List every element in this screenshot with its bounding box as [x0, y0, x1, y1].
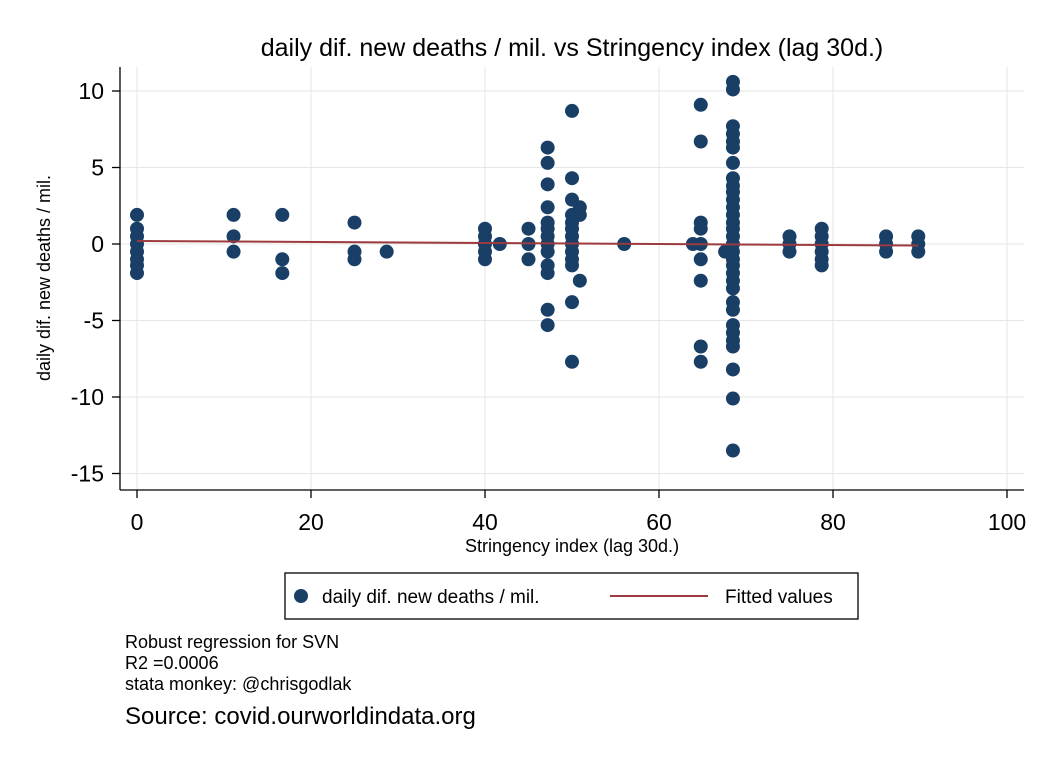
- y-axis-label: daily dif. new deaths / mil.: [34, 175, 54, 381]
- data-point: [693, 339, 708, 354]
- data-point: [879, 244, 894, 259]
- note-regression: Robust regression for SVN: [125, 632, 340, 652]
- data-point: [379, 244, 394, 259]
- data-point: [540, 200, 555, 215]
- x-tick-label: 20: [298, 509, 324, 535]
- data-point: [130, 266, 144, 281]
- legend-label-fitted: Fitted values: [725, 587, 833, 608]
- data-point: [540, 155, 555, 170]
- scatter-points: [130, 74, 926, 458]
- data-point: [521, 221, 536, 236]
- x-axis-label: Stringency index (lag 30d.): [465, 536, 679, 556]
- data-point: [725, 82, 740, 97]
- data-point: [725, 339, 740, 354]
- data-point: [275, 207, 290, 222]
- legend: daily dif. new deaths / mil. Fitted valu…: [284, 572, 859, 620]
- data-point: [226, 244, 241, 259]
- data-point: [693, 134, 708, 149]
- source-note: Source: covid.ourworldindata.org: [125, 703, 476, 730]
- data-point: [540, 140, 555, 155]
- data-point: [693, 273, 708, 288]
- data-point: [725, 155, 740, 170]
- data-point: [693, 354, 708, 369]
- x-tick-label: 40: [472, 509, 498, 535]
- data-point: [725, 281, 740, 296]
- data-point: [347, 252, 362, 267]
- data-point: [572, 273, 587, 288]
- data-point: [725, 362, 740, 377]
- data-point: [725, 443, 740, 458]
- data-point: [565, 295, 579, 310]
- y-tick-label: -5: [84, 308, 104, 334]
- x-axis-ticks: 0 20 40 60 80 100: [131, 490, 1026, 535]
- data-point: [725, 302, 740, 317]
- data-point: [565, 103, 579, 118]
- data-point: [565, 354, 579, 369]
- data-point: [725, 140, 740, 155]
- data-point: [275, 252, 290, 267]
- data-point: [572, 207, 587, 222]
- y-axis-ticks: 10 5 0 -5 -10 -15: [71, 78, 120, 487]
- data-point: [226, 207, 241, 222]
- data-point: [540, 302, 555, 317]
- legend-label-scatter: daily dif. new deaths / mil.: [322, 587, 540, 608]
- data-point: [565, 171, 579, 186]
- data-point: [275, 266, 290, 281]
- y-tick-label: -10: [71, 384, 104, 410]
- data-point: [725, 391, 740, 406]
- data-point: [540, 177, 555, 192]
- note-author: stata monkey: @chrisgodlak: [125, 674, 352, 694]
- x-tick-label: 80: [820, 509, 846, 535]
- y-tick-label: 10: [78, 78, 104, 104]
- y-tick-label: 0: [91, 231, 104, 257]
- data-point: [565, 258, 579, 273]
- data-point: [540, 266, 555, 281]
- data-point: [814, 258, 829, 273]
- fitted-line: [136, 239, 919, 247]
- x-tick-label: 0: [131, 509, 144, 535]
- data-point: [693, 97, 708, 112]
- data-point: [693, 252, 708, 267]
- data-point: [347, 215, 362, 230]
- data-point: [782, 244, 797, 259]
- x-tick-label: 60: [646, 509, 672, 535]
- data-point: [540, 244, 555, 259]
- data-point: [911, 244, 926, 259]
- chart-title: daily dif. new deaths / mil. vs Stringen…: [261, 34, 884, 62]
- data-point: [521, 252, 536, 267]
- data-point: [540, 318, 555, 333]
- y-tick-label: 5: [91, 155, 104, 181]
- data-point: [130, 207, 144, 222]
- y-tick-label: -15: [71, 461, 104, 487]
- legend-box: [284, 572, 859, 620]
- chart-notes: Robust regression for SVN R2 =0.0006 sta…: [125, 632, 351, 695]
- fitted-line-group: [136, 239, 919, 247]
- data-point: [226, 229, 241, 244]
- data-point: [693, 221, 708, 236]
- gridlines: [120, 67, 1024, 490]
- data-point: [478, 252, 492, 267]
- legend-marker-scatter: [294, 589, 308, 603]
- note-r2: R2 =0.0006: [125, 653, 219, 673]
- x-tick-label: 100: [988, 509, 1026, 535]
